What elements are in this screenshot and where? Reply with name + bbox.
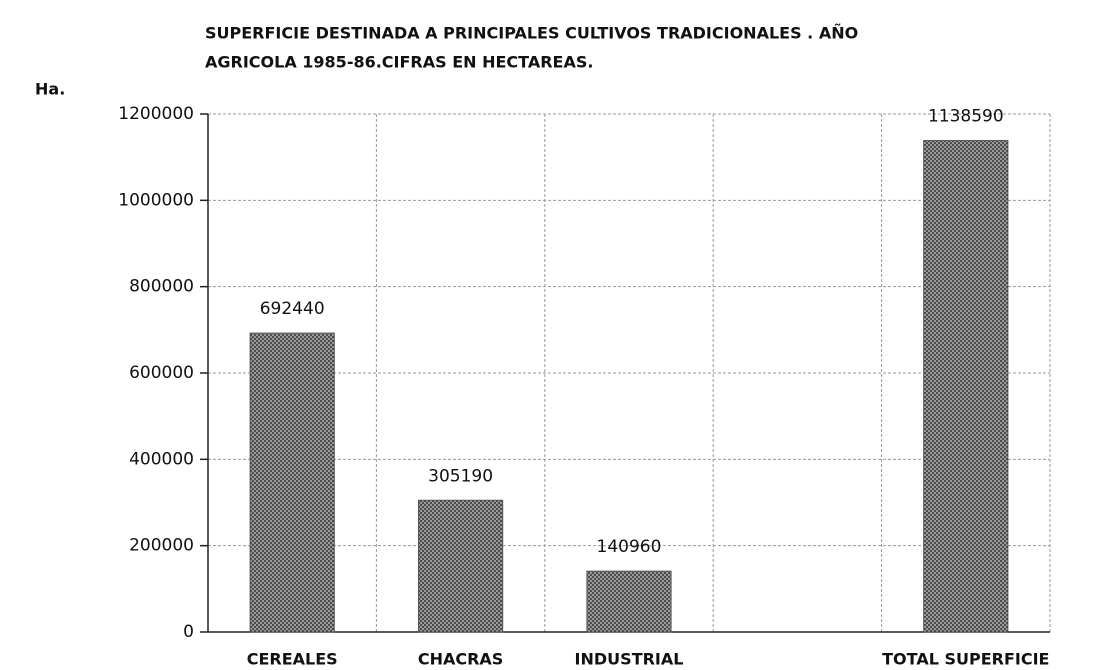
- x-tick-label: TOTAL SUPERFICIE: [882, 650, 1049, 669]
- x-tick-label: CEREALES: [247, 650, 338, 669]
- data-label: 140960: [597, 537, 662, 557]
- bar: [249, 332, 335, 633]
- y-tick-label: 200000: [129, 536, 194, 556]
- y-tick-label: 800000: [129, 277, 194, 297]
- chart-title: SUPERFICIE DESTINADA A PRINCIPALES CULTI…: [205, 24, 858, 43]
- y-tick-label: 0: [183, 622, 194, 642]
- data-label: 692440: [260, 299, 325, 319]
- y-tick-label: 1000000: [118, 190, 194, 210]
- y-tick-label: 400000: [129, 449, 194, 469]
- data-label: 1138590: [928, 107, 1004, 127]
- bar: [586, 570, 672, 633]
- y-tick-label: 1200000: [118, 104, 194, 124]
- x-tick-label: INDUSTRIAL: [575, 650, 684, 669]
- x-tick-label: CHACRAS: [418, 650, 503, 669]
- y-axis-label: Ha.: [35, 80, 65, 99]
- bar: [923, 140, 1009, 633]
- data-label: 305190: [428, 466, 493, 486]
- bar: [418, 499, 504, 633]
- y-tick-label: 600000: [129, 363, 194, 383]
- chart-title: AGRICOLA 1985-86.CIFRAS EN HECTAREAS.: [205, 53, 593, 72]
